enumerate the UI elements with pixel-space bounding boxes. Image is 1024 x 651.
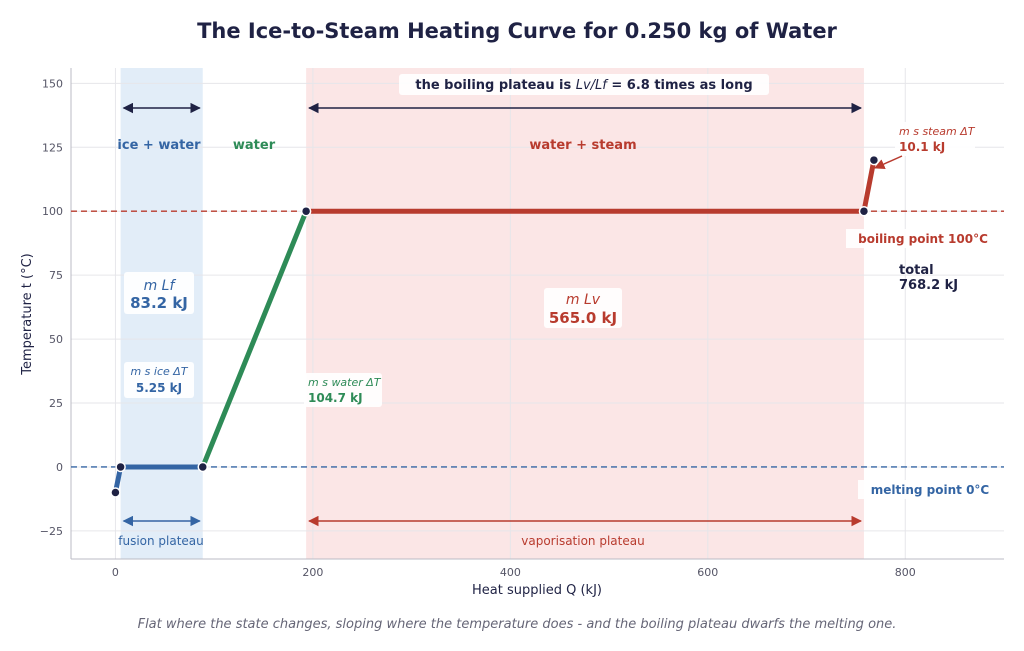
vaporisation-plateau-label: vaporisation plateau: [521, 534, 644, 548]
y-tick-label: 125: [42, 141, 63, 154]
mLv-formula: m Lv: [566, 292, 601, 308]
water-heat-box: [304, 373, 382, 407]
melting-label-box: [858, 480, 1002, 499]
ice-heat-formula: m s ice ΔT: [130, 365, 188, 378]
steam-heat-box: [895, 122, 975, 156]
steam-heat-value: 10.1 kJ: [899, 140, 945, 154]
region-label-water: water: [233, 138, 276, 153]
region-label-water-steam: water + steam: [529, 138, 636, 153]
top-note-suffix: = 6.8 times as long: [607, 78, 753, 93]
x-tick-label: 800: [895, 566, 916, 579]
chart-title: The Ice-to-Steam Heating Curve for 0.250…: [197, 19, 837, 43]
ice-heat-box: [124, 362, 194, 398]
mLv-box: [544, 288, 622, 328]
water-heat-value: 104.7 kJ: [308, 391, 363, 405]
fusion-plateau-label: fusion plateau: [118, 534, 204, 548]
x-tick-label: 400: [500, 566, 521, 579]
x-tick-label: 0: [112, 566, 119, 579]
steam-heat-pointer: [874, 155, 903, 169]
data-point: [868, 154, 880, 166]
mLv-value: 565.0 kJ: [549, 309, 617, 327]
top-note-ratio: Lv/Lf: [576, 78, 610, 93]
total-value: 768.2 kJ: [899, 278, 958, 293]
y-tick-label: 50: [49, 333, 63, 346]
y-tick-label: 150: [42, 77, 63, 90]
y-tick-label: 75: [49, 269, 63, 282]
data-point: [858, 205, 870, 217]
reference-lines: [71, 210, 1004, 468]
boiling-point-label: boiling point 100°C: [858, 232, 988, 246]
top-note-box: [399, 74, 769, 95]
mLf-formula: m Lf: [144, 278, 177, 294]
x-tick-label: 600: [697, 566, 718, 579]
top-note-prefix: the boiling plateau is: [415, 78, 575, 93]
data-point: [197, 461, 209, 473]
y-tick-label: 25: [49, 397, 63, 410]
axes: 0 200 400 600 800 −25 0 25 50 75 100 125 150: [40, 68, 1004, 579]
boiling-label-box: [846, 229, 1002, 248]
total-label: total: [899, 263, 934, 278]
chart-caption: Flat where the state changes, sloping wh…: [138, 617, 897, 632]
data-point: [110, 487, 121, 498]
y-axis-label: Temperature t (°C): [20, 253, 35, 375]
x-axis-label: Heat supplied Q (kJ): [472, 583, 602, 598]
mLf-box: [124, 272, 194, 314]
series-line-water: [200, 208, 309, 470]
series-line-steam: [861, 157, 877, 214]
x-tick-label: 200: [302, 566, 323, 579]
melting-point-label: melting point 0°C: [871, 483, 990, 497]
region-label-ice-water: ice + water: [117, 138, 201, 153]
data-point: [115, 461, 126, 473]
y-tick-label: −25: [40, 525, 63, 538]
data-point: [300, 205, 312, 217]
mLf-value: 83.2 kJ: [130, 294, 188, 312]
ice-heat-value: 5.25 kJ: [136, 381, 182, 395]
y-tick-label: 100: [42, 205, 63, 218]
steam-heat-formula: m s steam ΔT: [899, 125, 976, 138]
top-note: the boiling plateau is Lv/Lf = 6.8 times…: [415, 78, 752, 93]
annotations: [122, 102, 863, 527]
water-heat-formula: m s water ΔT: [308, 376, 382, 389]
data-markers: [110, 154, 880, 498]
y-tick-label: 0: [56, 461, 63, 474]
